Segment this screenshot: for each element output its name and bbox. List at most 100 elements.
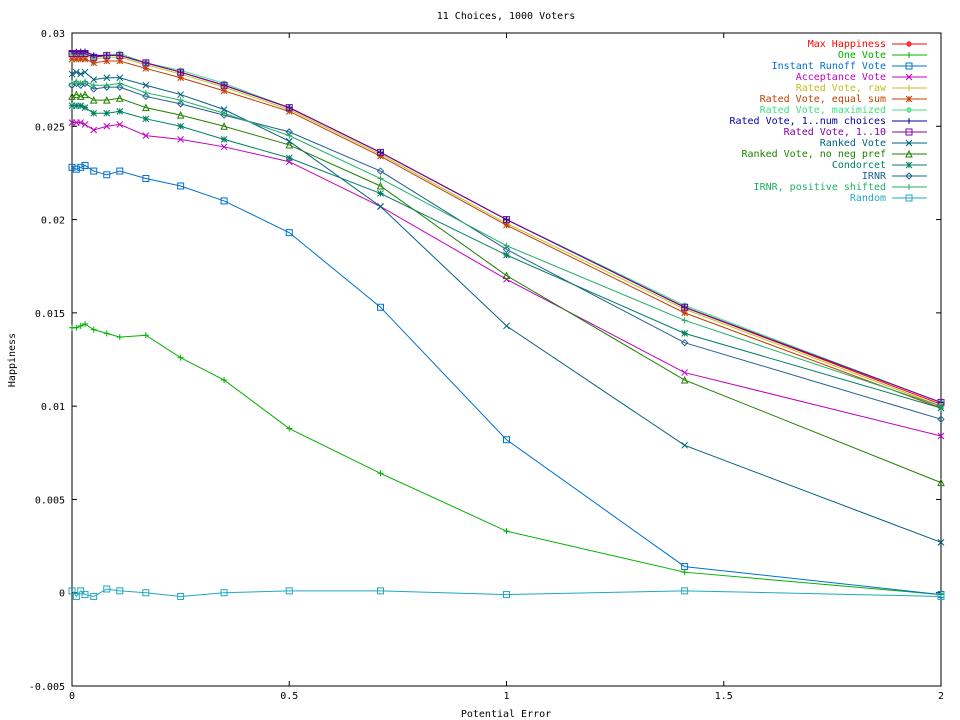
legend-label: Rated Vote, 1..num choices <box>729 116 886 127</box>
data-point <box>142 103 150 112</box>
data-point <box>906 184 912 190</box>
data-point <box>503 591 510 599</box>
legend-label: Acceptance Vote <box>796 72 886 83</box>
y-tick-label: 0.01 <box>41 402 65 413</box>
data-point <box>77 55 85 63</box>
data-point <box>68 163 76 171</box>
data-point <box>937 538 945 546</box>
data-point <box>285 587 293 595</box>
data-point <box>220 81 228 89</box>
data-point <box>72 592 80 600</box>
data-point <box>376 167 385 175</box>
chart-title: 11 Choices, 1000 Voters <box>437 11 575 22</box>
data-point <box>906 118 912 124</box>
data-point <box>90 167 98 175</box>
legend-label: Ranked Vote <box>820 138 886 149</box>
data-point <box>116 51 124 59</box>
data-point <box>103 57 111 65</box>
data-point <box>502 245 511 254</box>
data-point <box>220 197 228 205</box>
data-point <box>142 59 150 67</box>
data-point <box>680 375 689 384</box>
data-point <box>377 175 384 182</box>
data-point <box>103 74 111 82</box>
series-one-vote <box>69 321 944 598</box>
data-point <box>376 587 384 595</box>
x-axis-label: Potential Error <box>461 709 551 720</box>
data-point <box>103 171 111 179</box>
data-point <box>72 68 80 76</box>
legend-label: Random <box>850 193 886 204</box>
data-point <box>142 81 150 89</box>
data-point <box>81 68 89 76</box>
data-point <box>142 589 150 597</box>
data-point <box>90 109 98 117</box>
data-point <box>286 132 293 139</box>
data-point <box>177 354 184 361</box>
data-point <box>220 143 228 151</box>
data-point <box>176 100 185 108</box>
data-point <box>377 470 384 477</box>
data-point <box>285 140 294 149</box>
data-point <box>285 154 293 162</box>
data-point <box>72 55 80 63</box>
data-point <box>503 436 510 444</box>
data-point <box>220 106 228 113</box>
data-point <box>937 432 945 440</box>
series-rated-vote-1-10 <box>68 50 945 406</box>
data-point <box>90 53 98 61</box>
data-point <box>906 52 912 58</box>
data-point <box>376 303 384 311</box>
x-tick-label: 1.5 <box>715 691 733 702</box>
data-point <box>377 203 384 210</box>
data-point <box>503 528 510 535</box>
data-point <box>69 80 75 87</box>
series-ranked-vote-no-neg-pref <box>68 90 945 487</box>
data-point <box>89 96 98 104</box>
data-point <box>77 70 85 78</box>
data-point <box>103 122 111 130</box>
data-point <box>177 74 184 82</box>
data-point <box>142 115 150 123</box>
series-irnr-positive-shifted <box>69 78 944 410</box>
data-point <box>177 135 184 143</box>
x-tick-label: 0.5 <box>280 691 298 702</box>
data-point <box>77 322 84 329</box>
y-tick-label: 0.03 <box>41 29 65 40</box>
legend-label: Rated Vote, 1..10 <box>784 127 886 138</box>
data-point <box>906 85 912 91</box>
data-point <box>103 51 111 59</box>
data-point <box>116 587 124 595</box>
data-point <box>77 119 85 126</box>
data-point <box>68 70 76 78</box>
data-point <box>377 152 384 160</box>
data-point <box>90 82 97 89</box>
data-point <box>681 303 689 311</box>
data-point <box>103 83 111 91</box>
data-point <box>103 109 111 117</box>
data-point <box>103 585 111 593</box>
data-point <box>81 50 89 58</box>
x-tick-label: 1 <box>503 691 509 702</box>
data-point <box>142 332 149 339</box>
data-point <box>72 102 80 110</box>
data-point <box>116 83 124 91</box>
data-point <box>90 85 98 93</box>
data-point <box>905 172 913 180</box>
data-point <box>77 102 85 110</box>
data-point <box>81 591 89 599</box>
data-point <box>177 122 184 130</box>
data-point <box>680 339 689 347</box>
legend-label: Instant Runoff Vote <box>772 61 886 72</box>
data-point <box>73 324 80 331</box>
data-point <box>285 108 293 115</box>
data-point <box>905 194 913 202</box>
data-point <box>116 167 124 175</box>
legend-label: Ranked Vote, no neg pref <box>742 149 887 160</box>
data-point <box>90 76 98 83</box>
data-point <box>142 92 150 101</box>
data-point <box>90 326 97 333</box>
data-point <box>938 403 944 410</box>
data-point <box>220 122 228 130</box>
